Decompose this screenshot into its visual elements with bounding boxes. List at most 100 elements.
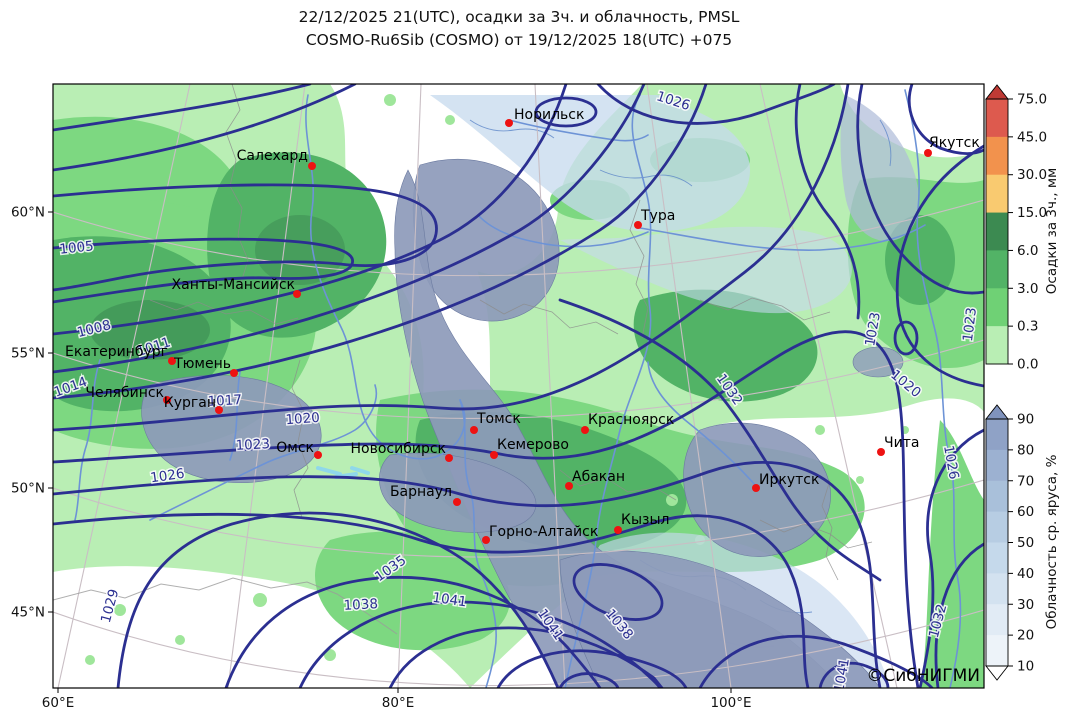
- isobar-1023: [53, 460, 882, 688]
- isobar-label: 1023: [960, 306, 980, 342]
- isobar-1038-closed: [572, 563, 664, 621]
- river-lena: [904, 89, 962, 688]
- city-label: Иркутск: [759, 472, 819, 488]
- isobar-1026-north: [596, 84, 836, 125]
- graticule-layer: [53, 84, 984, 688]
- river-irtysh: [149, 384, 377, 521]
- city-label: Тура: [640, 208, 675, 224]
- colorbar-segment: [986, 604, 1008, 636]
- city-dot: [215, 406, 223, 414]
- isobar-label: 1023: [235, 436, 270, 454]
- city-dot: [482, 536, 490, 544]
- parallel-50n: [53, 479, 984, 558]
- city-label: Омск: [276, 440, 314, 456]
- cloud-mass: [559, 550, 881, 688]
- city-label: Екатеринбург: [65, 344, 168, 360]
- city-label: Ханты-Мансийск: [172, 277, 295, 293]
- map-frame: [52, 83, 985, 689]
- parallel-60n: [53, 199, 984, 277]
- cities-layer: Норильск Салехард Якутск Тура Ханты-Мансийск…: [65, 107, 980, 544]
- colorbar-tick-label: 20: [1017, 628, 1034, 644]
- isobar-1038-east: [698, 634, 934, 688]
- city-dot: [314, 451, 322, 459]
- meridian-100e: [646, 84, 732, 688]
- isobar-1026: [53, 512, 810, 688]
- colorbar-tick-label: 6.0: [1017, 243, 1038, 259]
- isobar-closed-north: [534, 96, 598, 128]
- meridian-60e: [57, 84, 191, 688]
- admin-border: [479, 299, 619, 335]
- colorbar-tick-label: 10: [1017, 659, 1034, 675]
- national-border: [53, 577, 398, 635]
- colorbar-segment: [986, 212, 1008, 251]
- colorbar-tick-label: 70: [1017, 473, 1034, 489]
- admin-border: [821, 479, 839, 581]
- colorbar-segment: [986, 542, 1008, 574]
- colorbar-arrow-up: [985, 404, 1009, 420]
- city-dot: [230, 369, 238, 377]
- city-label: Тюмень: [173, 356, 231, 372]
- city-marker-Иркутск: Иркутск: [752, 472, 819, 492]
- city-marker-Омск: Омск: [276, 440, 322, 459]
- city-marker-Норильск: Норильск: [505, 107, 584, 127]
- city-label: Норильск: [514, 107, 584, 123]
- colorbar-tick-label: 45.0: [1017, 129, 1047, 145]
- isobar-1011: [53, 84, 646, 374]
- city-dot: [877, 448, 885, 456]
- precipitation-colorbar-title: Осадки за 3ч., мм: [1044, 168, 1060, 294]
- colorbar-tick-label: 50: [1017, 535, 1034, 551]
- city-dot: [505, 119, 513, 127]
- parallel-45n: [53, 609, 984, 687]
- city-marker-Абакан: Абакан: [565, 469, 625, 490]
- city-marker-Якутск: Якутск: [924, 135, 980, 157]
- isobar: [53, 84, 312, 132]
- city-label: Красноярск: [588, 412, 674, 428]
- precip-light-patch: [315, 531, 510, 651]
- lat-tick-label: 60°N: [11, 205, 45, 221]
- precip-dark-patch: [90, 300, 210, 360]
- isobar-label: 1020: [285, 410, 320, 428]
- cloud-mass: [141, 375, 322, 484]
- city-label: Чита: [884, 435, 919, 451]
- city-dot: [445, 454, 453, 462]
- city-marker-Чита: Чита: [877, 435, 919, 456]
- map-title-line1: 22/12/2025 21(UTC), осадки за 3ч. и обла…: [299, 8, 740, 26]
- meridian-80e: [397, 84, 422, 688]
- colorbar-tick-label: 30.0: [1017, 167, 1047, 183]
- lat-tick-label: 45°N: [11, 605, 45, 621]
- city-label: Новосибирск: [351, 441, 446, 457]
- city-label: Абакан: [572, 469, 625, 485]
- city-dot: [308, 162, 316, 170]
- city-dot: [490, 451, 498, 459]
- city-marker-Кемерово: Кемерово: [490, 437, 569, 459]
- isobar-1026-southeast: [918, 428, 984, 688]
- map-title-line2: COSMO-Ru6Sib (COSMO) от 19/12/2025 18(UT…: [306, 31, 732, 49]
- parallel-55n: [53, 339, 984, 419]
- isobar-1041-east: [818, 661, 890, 688]
- city-marker-Кызыл: Кызыл: [614, 512, 669, 534]
- isobar-1008: [53, 84, 568, 336]
- city-marker-Тюмень: Тюмень: [173, 356, 238, 377]
- cloudiness-colorbar: 90 80 70 60 50 40 30 20 10: [985, 404, 1034, 681]
- city-marker-Красноярск: Красноярск: [581, 412, 674, 434]
- isobar-layer: [53, 84, 984, 688]
- city-marker-Новосибирск: Новосибирск: [351, 441, 453, 462]
- light-cloud: [840, 95, 919, 242]
- city-label: Томск: [476, 411, 521, 427]
- colorbar-segment: [986, 419, 1008, 451]
- colorbar-segment: [986, 136, 1008, 176]
- colorbar-segment: [986, 511, 1008, 543]
- city-dot: [163, 396, 171, 404]
- borders-layer: [53, 84, 873, 635]
- isobar-label: 1005: [59, 238, 95, 258]
- city-label: Кемерово: [497, 437, 569, 453]
- lat-tick-label: 55°N: [11, 346, 45, 362]
- colorbar-tick-label: 60: [1017, 504, 1034, 520]
- city-dot: [581, 426, 589, 434]
- river-ob-upper: [459, 399, 497, 688]
- colorbar-segment: [986, 635, 1008, 667]
- city-label: Якутск: [929, 135, 980, 151]
- city-marker-Челябинск: Челябинск: [85, 385, 171, 404]
- city-marker-Салехард: Салехард: [237, 148, 316, 170]
